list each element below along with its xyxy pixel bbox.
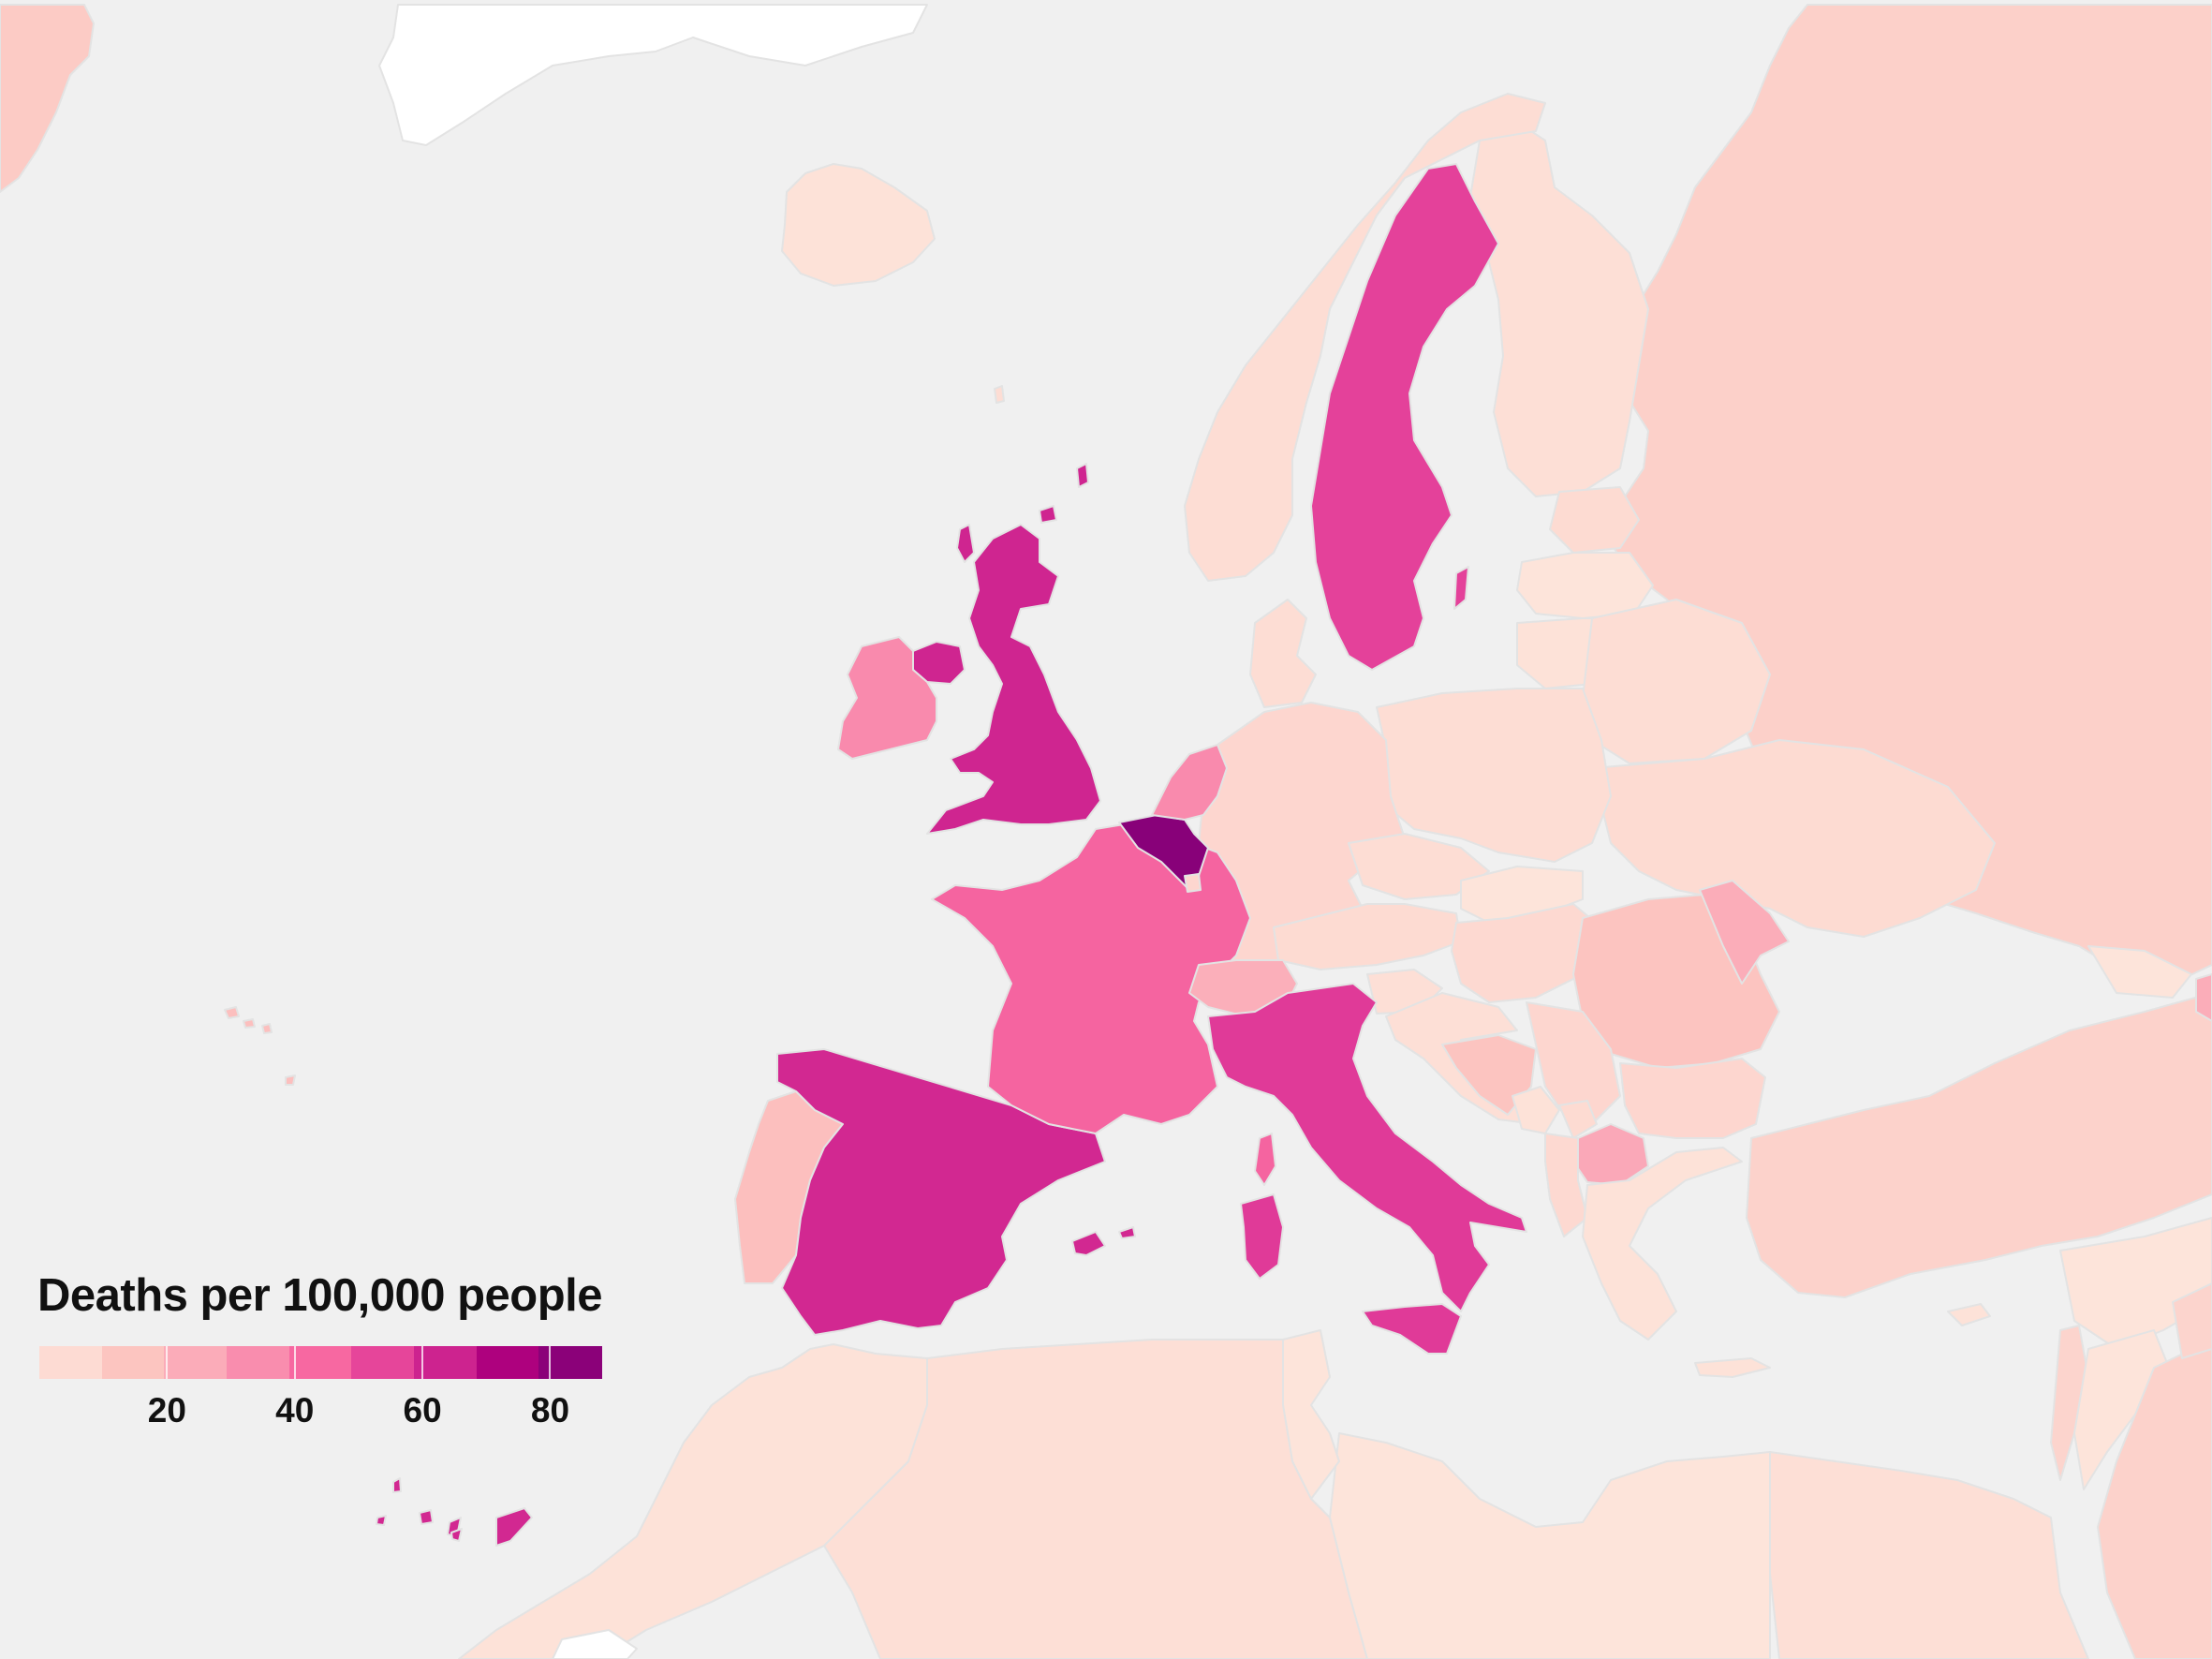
region-canary-5[interactable] xyxy=(392,1477,402,1493)
region-montenegro[interactable] xyxy=(1512,1086,1560,1134)
legend-color-step xyxy=(414,1346,478,1379)
region-greece[interactable] xyxy=(1582,1147,1743,1341)
legend-title: Deaths per 100,000 people xyxy=(37,1270,603,1321)
region-morocco[interactable] xyxy=(458,1343,928,1659)
region-canary-3[interactable] xyxy=(376,1515,387,1526)
region-bulgaria[interactable] xyxy=(1619,1058,1766,1139)
region-canary-4[interactable] xyxy=(419,1509,434,1525)
region-greenland[interactable] xyxy=(0,4,95,193)
region-estonia[interactable] xyxy=(1549,486,1640,554)
legend-color-step xyxy=(39,1346,103,1379)
legend-tick-label: 60 xyxy=(403,1391,442,1429)
region-hungary[interactable] xyxy=(1451,903,1602,1003)
region-great-britain[interactable] xyxy=(926,524,1101,835)
region-italy[interactable] xyxy=(1207,983,1527,1312)
region-saudi[interactable] xyxy=(2097,1339,2212,1659)
region-balearic-2[interactable] xyxy=(1118,1226,1136,1239)
legend-color-step xyxy=(288,1346,353,1379)
region-gotland[interactable] xyxy=(1453,566,1469,610)
legend-tick-mark xyxy=(549,1346,552,1379)
region-luxembourg[interactable] xyxy=(1184,873,1202,893)
region-corsica[interactable] xyxy=(1254,1133,1276,1186)
region-turkey[interactable] xyxy=(1746,992,2212,1298)
region-albania[interactable] xyxy=(1544,1133,1588,1237)
region-uk-isles-3[interactable] xyxy=(1039,505,1057,524)
region-uk-isles-2[interactable] xyxy=(1076,463,1089,488)
region-svalbard[interactable] xyxy=(378,4,928,146)
legend-color-step xyxy=(101,1346,166,1379)
region-sardinia[interactable] xyxy=(1240,1193,1284,1280)
region-cyprus[interactable] xyxy=(1947,1303,1991,1326)
region-azores-3[interactable] xyxy=(261,1023,273,1034)
region-balearic-1[interactable] xyxy=(1071,1231,1106,1256)
region-norway[interactable] xyxy=(1184,93,1546,582)
legend-tick-label: 40 xyxy=(275,1391,315,1429)
legend-color-step xyxy=(227,1346,290,1379)
region-azores-1[interactable] xyxy=(224,1006,240,1019)
region-canary-2[interactable] xyxy=(450,1528,463,1542)
region-crete[interactable] xyxy=(1694,1357,1771,1378)
region-western-sahara[interactable] xyxy=(552,1629,638,1659)
region-azores-2[interactable] xyxy=(243,1018,256,1029)
region-iraq[interactable] xyxy=(2172,1282,2212,1359)
legend-color-bar xyxy=(39,1346,602,1379)
region-georgia[interactable] xyxy=(2087,945,2192,999)
region-ireland[interactable] xyxy=(837,636,937,760)
region-sicily[interactable] xyxy=(1362,1303,1462,1355)
region-finland[interactable] xyxy=(1469,121,1649,497)
region-uk-isles-1[interactable] xyxy=(956,524,975,563)
region-iceland[interactable] xyxy=(781,163,936,287)
region-kosovo[interactable] xyxy=(1558,1100,1598,1139)
region-sweden[interactable] xyxy=(1310,163,1499,671)
legend-tick-label: 80 xyxy=(530,1391,570,1429)
region-ukraine[interactable] xyxy=(1591,739,1996,938)
legend-tick-mark xyxy=(293,1346,296,1379)
region-jordan[interactable] xyxy=(2073,1329,2174,1490)
region-france[interactable] xyxy=(931,823,1251,1134)
legend-tick-mark xyxy=(421,1346,424,1379)
legend-color-step xyxy=(164,1346,228,1379)
region-denmark[interactable] xyxy=(1249,599,1317,708)
legend: Deaths per 100,000 people 20 40 60 80 xyxy=(37,1269,618,1438)
region-netherlands[interactable] xyxy=(1151,744,1228,821)
region-faroe[interactable] xyxy=(994,385,1005,404)
region-moldova[interactable] xyxy=(1699,880,1790,985)
legend-color-step xyxy=(476,1346,540,1379)
legend-color-step xyxy=(351,1346,415,1379)
region-egypt[interactable] xyxy=(1769,1451,2089,1659)
region-canary-6[interactable] xyxy=(495,1507,533,1547)
region-madeira[interactable] xyxy=(285,1074,296,1086)
legend-tick-mark xyxy=(166,1346,169,1379)
region-caucasus[interactable] xyxy=(2195,973,2212,1022)
legend-tick-label: 20 xyxy=(147,1391,186,1429)
region-israel[interactable] xyxy=(2050,1325,2089,1481)
